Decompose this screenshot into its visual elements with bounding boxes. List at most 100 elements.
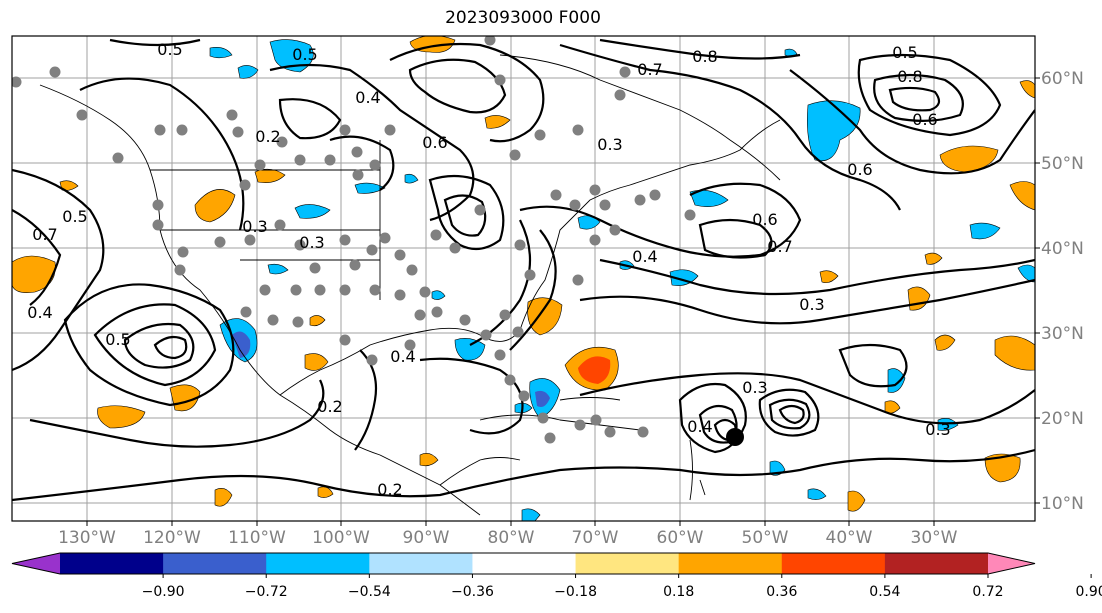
y-tick-label: 10°N — [1041, 494, 1084, 514]
colorbar-box — [266, 553, 370, 574]
station-dot — [604, 426, 616, 438]
station-dot — [152, 199, 164, 211]
y-tick-label: 40°N — [1041, 239, 1084, 259]
station-dot — [590, 414, 602, 426]
contour-label: 0.5 — [105, 330, 130, 349]
contour-label: 0.5 — [62, 207, 87, 226]
station-dot — [244, 234, 256, 246]
station-dot — [430, 229, 442, 241]
station-dot — [339, 124, 351, 136]
contour-label: 0.6 — [847, 160, 872, 179]
x-tick-label: 130°W — [58, 528, 116, 548]
colorbar-tick-label: −0.54 — [348, 584, 391, 600]
station-dot — [112, 152, 124, 164]
x-tick-label: 110°W — [228, 528, 286, 548]
contour-label: 0.3 — [299, 233, 324, 252]
colorbar-tick-label: −0.72 — [245, 584, 288, 600]
station-dot — [214, 236, 226, 248]
station-dot — [474, 204, 486, 216]
contour-label: 0.7 — [637, 60, 662, 79]
colorbar-tick-label: −0.18 — [554, 584, 597, 600]
station-dot — [352, 169, 364, 181]
colorbar-tick-label: 0.90 — [1076, 584, 1102, 600]
colorbar-box — [884, 553, 989, 574]
station-dot — [324, 154, 336, 166]
station-dot — [518, 390, 530, 402]
x-tick-label: 100°W — [312, 528, 370, 548]
x-tick-label: 80°W — [488, 528, 535, 548]
station-dot — [684, 209, 696, 221]
contour-label: 0.4 — [355, 88, 380, 107]
contour-label: 0.4 — [687, 417, 712, 436]
station-dot — [459, 314, 471, 326]
station-dot — [637, 426, 649, 438]
station-dot — [176, 124, 188, 136]
contour-label: 0.6 — [912, 110, 937, 129]
station-dot — [419, 286, 431, 298]
station-dot — [589, 234, 601, 246]
station-markers — [12, 36, 696, 444]
station-dot — [544, 432, 556, 444]
station-dot — [314, 284, 326, 296]
colorbar-box — [678, 553, 783, 574]
y-tick-label: 60°N — [1041, 69, 1084, 89]
latitude-axis: 60°N 50°N 40°N 30°N 20°N 10°N — [1035, 69, 1084, 514]
colorbar-tick-label: −0.90 — [142, 584, 185, 600]
colorbar-box — [781, 553, 886, 574]
station-dot — [259, 284, 271, 296]
contour-label: 0.3 — [799, 295, 824, 314]
colorbar-box — [369, 553, 473, 574]
station-dot — [484, 36, 496, 46]
station-dot — [404, 339, 416, 351]
station-dot — [574, 419, 586, 431]
station-dot — [480, 329, 492, 341]
station-dot — [154, 124, 166, 136]
station-dot — [649, 189, 661, 201]
contour-label: 0.3 — [597, 135, 622, 154]
station-dot — [384, 124, 396, 136]
station-dot — [614, 89, 626, 101]
contour-lines — [12, 38, 1035, 502]
station-dot — [494, 74, 506, 86]
storm-center-marker — [726, 428, 744, 446]
station-dot — [274, 219, 286, 231]
station-dot — [49, 66, 61, 78]
contour-label: 0.5 — [892, 43, 917, 62]
map-title: 2023093000 F000 — [445, 8, 601, 28]
station-dot — [254, 159, 266, 171]
longitude-axis: 130°W 120°W 110°W 100°W 90°W 80°W 70°W 60°W 50°W… — [58, 521, 958, 548]
colorbar-outline — [11, 552, 1036, 575]
station-dot — [366, 354, 378, 366]
colorbar-tick-label: 0.18 — [663, 584, 694, 600]
station-dot — [267, 314, 279, 326]
station-dot — [609, 224, 621, 236]
x-tick-label: 70°W — [572, 528, 619, 548]
station-dot — [276, 136, 288, 148]
contour-label: 0.3 — [242, 217, 267, 236]
station-dot — [406, 264, 418, 276]
contour-label: 0.5 — [157, 40, 182, 59]
y-tick-label: 30°N — [1041, 324, 1084, 344]
station-dot — [431, 306, 443, 318]
y-tick-label: 20°N — [1041, 409, 1084, 429]
colorbar-tick-label: 0.36 — [766, 584, 797, 600]
station-dot — [534, 129, 546, 141]
station-dot — [514, 239, 526, 251]
station-dot — [76, 109, 88, 121]
x-tick-label: 40°W — [826, 528, 873, 548]
contour-label: 0.2 — [377, 480, 402, 499]
x-tick-label: 60°W — [657, 528, 704, 548]
contour-label: 0.3 — [925, 420, 950, 439]
contour-label: 0.4 — [632, 247, 657, 266]
contour-label: 0.7 — [32, 225, 57, 244]
station-dot — [240, 306, 252, 318]
colorbar-tick-label: −0.36 — [451, 584, 494, 600]
map-frame — [11, 35, 1036, 522]
station-dot — [239, 179, 251, 191]
colorbar-box — [163, 553, 267, 574]
colorbar-extend-max — [988, 553, 1035, 574]
station-dot — [349, 259, 361, 271]
station-dot — [572, 124, 584, 136]
station-dot — [572, 274, 584, 286]
